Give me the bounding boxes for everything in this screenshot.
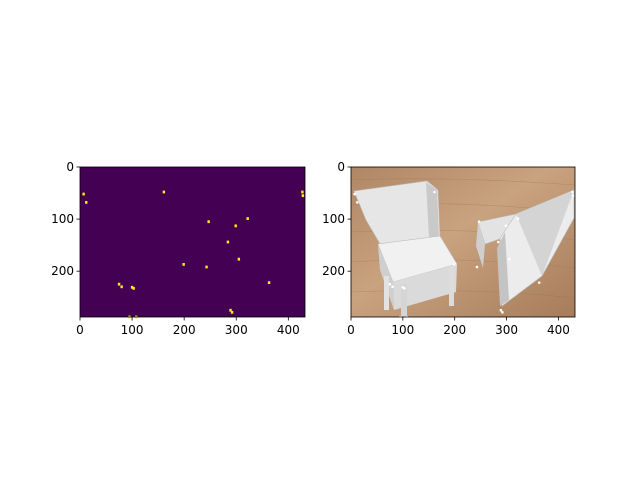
keypoint-marker: [452, 263, 456, 266]
keypoint-marker: [433, 190, 436, 194]
x-tick-label: 300: [225, 323, 248, 337]
keypoint-pixel: [207, 220, 210, 224]
keypoint-marker: [477, 220, 481, 223]
x-tick-label: 0: [76, 323, 84, 337]
x-tick-label: 100: [121, 323, 144, 337]
keypoint-pixel: [162, 190, 166, 194]
y-tick-label: 0: [66, 160, 74, 174]
y-tick-label: 200: [322, 264, 345, 278]
heatmap-frame: [79, 166, 306, 318]
x-tick-label: 100: [391, 323, 414, 337]
keypoint-marker: [403, 287, 406, 290]
keypoint-marker: [355, 201, 359, 204]
y-tick-label: 0: [337, 160, 345, 174]
x-tick-label: 400: [277, 323, 300, 337]
x-tick-label: 400: [547, 323, 570, 337]
keypoint-pixel: [226, 240, 230, 244]
keypoint-marker: [571, 194, 575, 197]
photo-y-axis: 0 100 200: [322, 160, 351, 278]
keypoint-pixel: [82, 192, 85, 196]
keypoint-pixel: [120, 285, 123, 289]
keypoint-pixel: [117, 282, 121, 286]
y-tick-label: 100: [322, 212, 345, 226]
photo-image: [351, 167, 575, 317]
keypoint-pixel: [237, 257, 241, 261]
keypoint-marker: [353, 192, 356, 196]
photo-frame: [350, 166, 576, 318]
keypoint-pixel: [130, 285, 134, 289]
keypoint-pixel: [229, 308, 232, 312]
keypoint-marker: [388, 282, 392, 286]
left-paper-chair: [353, 180, 458, 317]
keypoint-pixel: [230, 310, 234, 314]
y-tick-label: 100: [51, 212, 74, 226]
photo-x-axis: 0 100 200 300 400: [347, 317, 570, 337]
heatmap-x-axis: 0 100 200 300 400: [76, 317, 300, 337]
x-tick-label: 0: [347, 323, 355, 337]
keypoint-marker: [571, 190, 574, 194]
heatmap-subplot: 0 100 200 300 400 0 100 200: [51, 160, 306, 337]
keypoint-pixel: [301, 190, 304, 194]
keypoint-marker: [496, 240, 500, 244]
keypoint-marker: [475, 265, 479, 269]
keypoint-marker: [507, 257, 511, 261]
photo-keypoints: [353, 190, 575, 319]
keypoint-marker: [501, 311, 504, 314]
heatmap-keypoints: [82, 190, 305, 319]
keypoint-pixel: [85, 201, 88, 204]
heatmap-background: [80, 167, 305, 317]
y-tick-label: 200: [51, 264, 74, 278]
keypoint-marker: [391, 285, 394, 289]
keypoint-marker: [499, 308, 503, 312]
x-tick-label: 300: [495, 323, 518, 337]
keypoint-pixel: [234, 224, 237, 228]
keypoint-pixel: [205, 265, 208, 269]
keypoint-pixel: [267, 281, 271, 285]
keypoint-marker: [537, 281, 541, 284]
keypoint-pixel: [182, 262, 185, 266]
keypoint-marker: [504, 224, 508, 228]
keypoint-pixel: [132, 286, 135, 290]
x-tick-label: 200: [173, 323, 196, 337]
heatmap-y-axis: 0 100 200: [51, 160, 80, 278]
x-tick-label: 200: [443, 323, 466, 337]
keypoint-pixel: [301, 194, 305, 198]
keypoint-marker: [516, 217, 520, 220]
photo-subplot: 0 100 200 300 400 0 100 200: [322, 160, 576, 337]
keypoint-pixel: [246, 217, 249, 220]
